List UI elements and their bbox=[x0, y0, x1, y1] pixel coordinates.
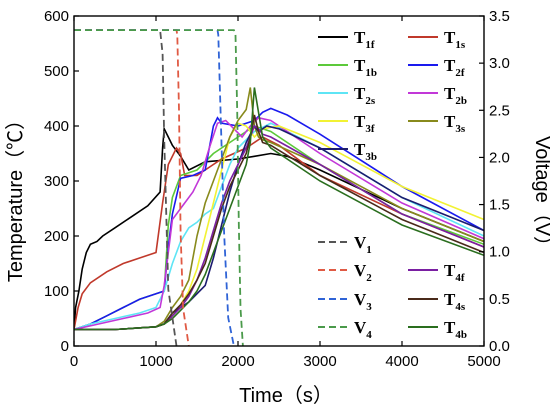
y-left-tick-label: 600 bbox=[44, 8, 69, 25]
series-line-t3s bbox=[74, 87, 484, 331]
y-axis-title-right: Voltage（V） bbox=[531, 136, 550, 256]
y-right-tick-label: 3.5 bbox=[489, 8, 510, 25]
series-line-v2 bbox=[74, 29, 190, 346]
legend-bottom-entry-t4s: T4s bbox=[408, 290, 466, 313]
legend-label: T4b bbox=[444, 318, 467, 341]
legend-label: T1f bbox=[354, 28, 375, 51]
y-left-tick-label: 400 bbox=[44, 118, 69, 135]
legend-label: V4 bbox=[354, 318, 372, 341]
x-tick-label: 1000 bbox=[139, 353, 172, 370]
legend-label: V1 bbox=[354, 233, 372, 256]
legend-label: V2 bbox=[354, 261, 372, 284]
legend-label: T4s bbox=[444, 290, 466, 313]
x-tick-label: 5000 bbox=[467, 353, 500, 370]
series-line-t1s bbox=[74, 136, 484, 330]
y-left-tick-label: 200 bbox=[44, 228, 69, 245]
legend-label: T3f bbox=[354, 112, 375, 135]
legend-label: T3s bbox=[444, 112, 466, 135]
y-right-tick-label: 0.0 bbox=[489, 338, 510, 355]
legend-label: T1s bbox=[444, 28, 466, 51]
y-left-tick-label: 0 bbox=[61, 338, 69, 355]
legend-top-entry-t1s: T1s bbox=[408, 28, 466, 51]
x-tick-label: 0 bbox=[70, 353, 78, 370]
y-right-tick-label: 1.5 bbox=[489, 197, 510, 214]
x-axis-title: Time（s） bbox=[239, 384, 333, 407]
series-layer bbox=[74, 29, 484, 346]
legend-bottom-entry-v4: V4 bbox=[318, 318, 372, 341]
legend-top-entry-t3s: T3s bbox=[408, 112, 466, 135]
legend-label: V3 bbox=[354, 290, 372, 313]
y-left-tick-label: 100 bbox=[44, 283, 69, 300]
legend-top-entry-t2f: T2f bbox=[408, 56, 465, 79]
y-left-tick-label: 300 bbox=[44, 173, 69, 190]
y-right-tick-label: 3.0 bbox=[489, 55, 510, 72]
series-line-v4 bbox=[74, 29, 244, 346]
y-right-tick-label: 2.5 bbox=[489, 102, 510, 119]
ticks-layer: 0 1000 2000 3000 4000 5000 0 100 200 300 400 500 600… bbox=[44, 8, 510, 370]
legend-bottom-entry-t4f: T4f bbox=[408, 261, 465, 284]
series-line-t1f bbox=[74, 125, 484, 330]
legend-bottom-entry-t4b: T4b bbox=[408, 318, 467, 341]
y-axis-title-left: Temperature（℃） bbox=[4, 110, 27, 282]
legend-top-entry-t1f: T1f bbox=[318, 28, 375, 51]
series-line-t2b bbox=[74, 116, 484, 331]
x-tick-label: 2000 bbox=[221, 353, 254, 370]
legend-label: T2b bbox=[444, 84, 467, 107]
legend-top-entry-t3f: T3f bbox=[318, 112, 375, 135]
legend-bottom-entry-v2: V2 bbox=[318, 261, 372, 284]
x-tick-label: 3000 bbox=[303, 353, 336, 370]
legend-top-entry-t2s: T2s bbox=[318, 84, 376, 107]
legend-label: T2f bbox=[444, 56, 465, 79]
legend-label: T1b bbox=[354, 56, 377, 79]
series-line-v3 bbox=[74, 29, 235, 346]
legend-label: T4f bbox=[444, 261, 465, 284]
legend-bottom-entry-v3: V3 bbox=[318, 290, 372, 313]
series-line-t4b bbox=[74, 87, 484, 331]
series-line-t4s bbox=[74, 114, 484, 331]
y-right-tick-label: 1.0 bbox=[489, 244, 510, 261]
legend-label: T2s bbox=[354, 84, 376, 107]
y-right-tick-label: 2.0 bbox=[489, 149, 510, 166]
legend-top-entry-t1b: T1b bbox=[318, 56, 377, 79]
legend-bottom-entry-v1: V1 bbox=[318, 233, 372, 256]
legend-top-entry-t2b: T2b bbox=[408, 84, 467, 107]
legend-label: T3b bbox=[354, 140, 377, 163]
y-right-tick-label: 0.5 bbox=[489, 291, 510, 308]
y-left-tick-label: 500 bbox=[44, 63, 69, 80]
x-tick-label: 4000 bbox=[385, 353, 418, 370]
